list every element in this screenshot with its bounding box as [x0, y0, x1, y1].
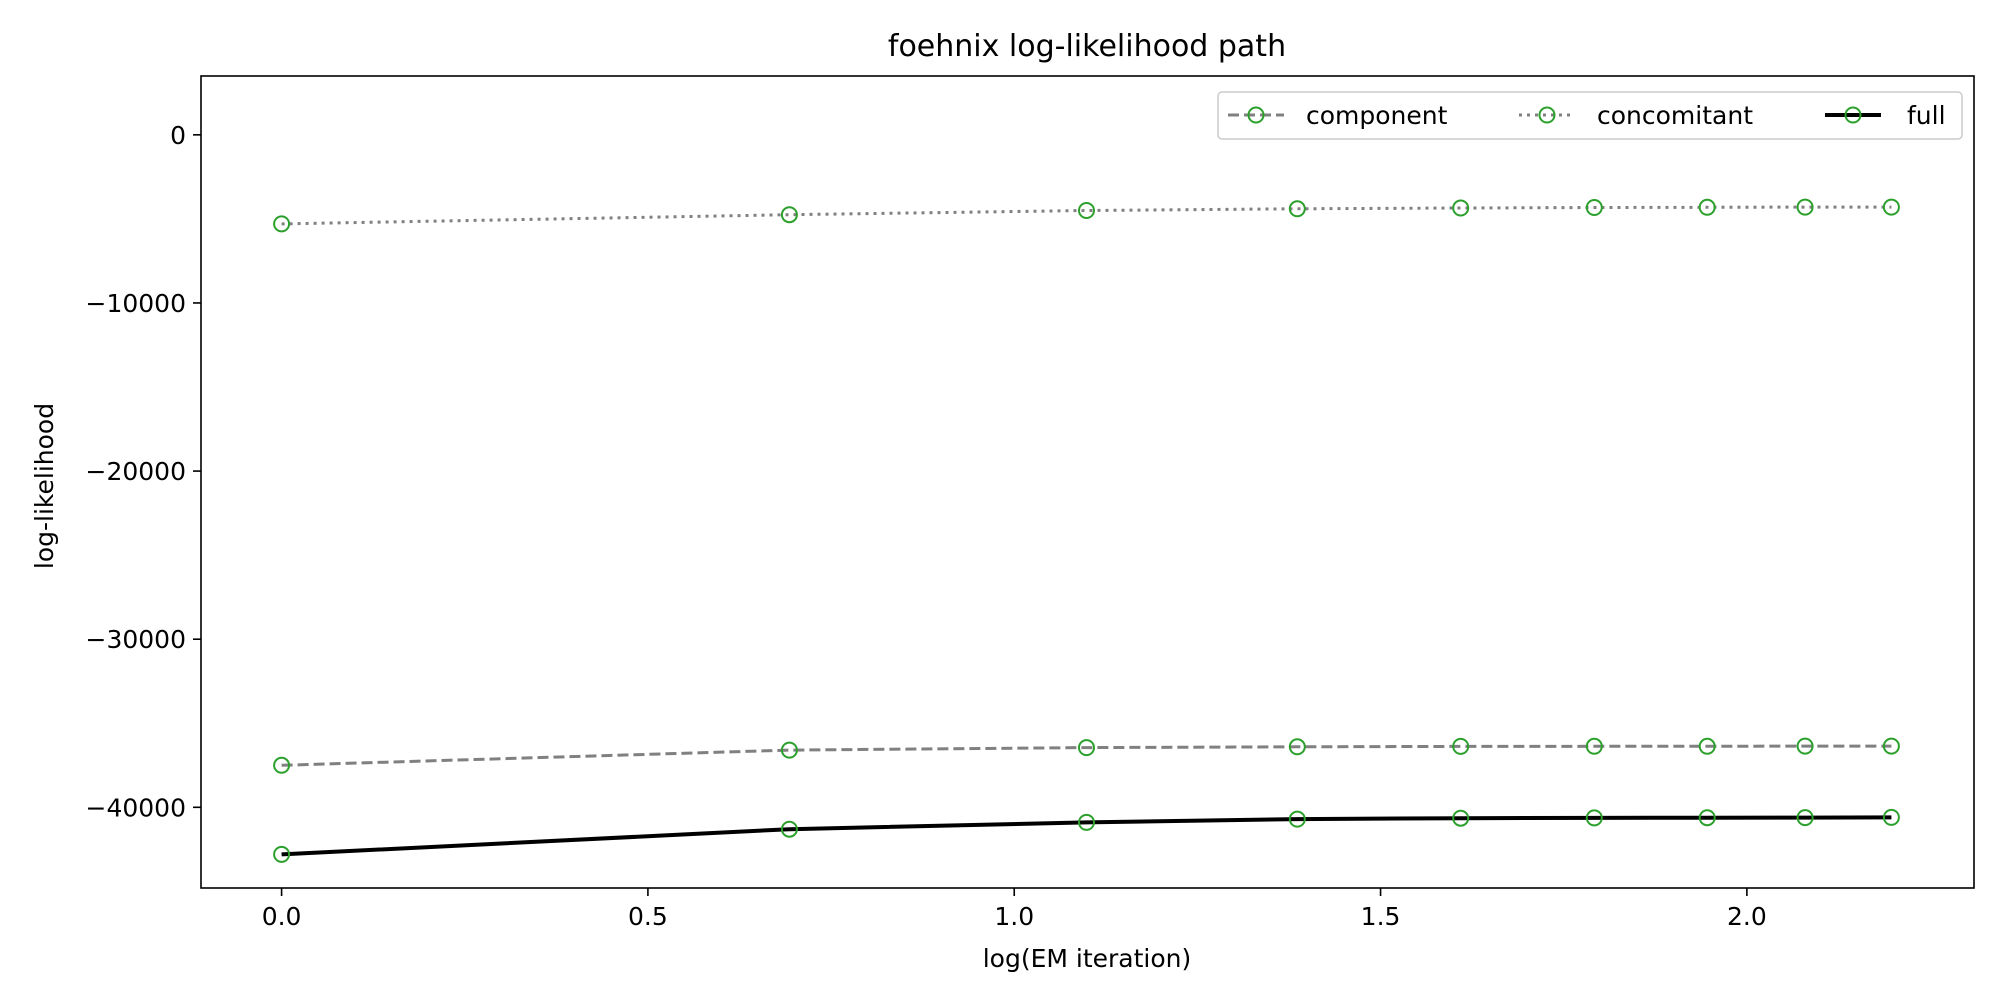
- y-tick-label: −20000: [86, 457, 186, 486]
- legend-box: [1217, 91, 1963, 140]
- data-point-concomitant-5: [1585, 199, 1603, 216]
- data-point-component-5: [1585, 737, 1603, 755]
- data-point-concomitant-4: [1452, 199, 1470, 217]
- data-point-full-5: [1585, 809, 1603, 827]
- legend-label-concomitant: concomitant: [1597, 101, 1753, 130]
- legend-marker-full: [1844, 106, 1862, 124]
- x-tick-label: 0.5: [628, 902, 668, 931]
- series-line-full: [281, 815, 1892, 857]
- chart-title: foehnix log-likelihood path: [888, 29, 1286, 64]
- series-line-concomitant: [281, 205, 1892, 226]
- x-tick-label: 1.0: [994, 902, 1034, 931]
- legend-label-full: full: [1907, 101, 1946, 130]
- legend-marker-component: [1247, 106, 1265, 124]
- y-axis-label: log-likelihood: [30, 403, 59, 569]
- data-point-concomitant-2: [1078, 202, 1095, 219]
- x-tick-label: 1.5: [1361, 902, 1401, 931]
- data-point-concomitant-6: [1698, 198, 1716, 216]
- data-point-component-4: [1452, 737, 1470, 755]
- data-point-component-7: [1796, 737, 1814, 755]
- data-point-component-0: [273, 756, 291, 774]
- data-point-concomitant-3: [1288, 200, 1306, 218]
- series-line-component: [281, 744, 1892, 767]
- data-point-full-6: [1698, 809, 1716, 827]
- data-point-concomitant-8: [1882, 198, 1900, 216]
- y-tick-label: 0: [170, 121, 186, 150]
- data-point-concomitant-1: [780, 206, 798, 224]
- x-axis-label: log(EM iteration): [983, 944, 1192, 973]
- y-tick-label: −40000: [86, 793, 186, 822]
- x-tick-label: 0.0: [262, 902, 302, 931]
- data-point-full-1: [780, 820, 798, 838]
- data-point-full-2: [1078, 813, 1095, 831]
- data-point-full-8: [1882, 808, 1900, 826]
- legend-marker-concomitant: [1538, 106, 1556, 124]
- plot-frame: [200, 75, 1975, 889]
- data-point-component-1: [780, 741, 798, 759]
- data-point-full-3: [1288, 810, 1306, 828]
- data-point-component-3: [1288, 738, 1306, 756]
- data-point-component-6: [1698, 737, 1716, 755]
- data-point-full-0: [273, 845, 291, 863]
- legend: component concomitant full: [1217, 91, 1963, 140]
- y-tick-label: −10000: [86, 289, 186, 318]
- legend-label-component: component: [1306, 101, 1448, 130]
- plot-area: 0.0 0.5 1.0 1.5 2.0 0 −10000 −20000 −30000 −40000…: [86, 75, 1975, 931]
- data-point-full-4: [1452, 809, 1470, 827]
- data-point-concomitant-0: [273, 215, 291, 233]
- data-point-full-7: [1796, 809, 1814, 827]
- y-tick-label: −30000: [86, 625, 186, 654]
- data-point-concomitant-7: [1796, 198, 1814, 216]
- data-point-component-8: [1882, 737, 1900, 755]
- data-point-component-2: [1078, 739, 1095, 757]
- x-tick-label: 2.0: [1727, 902, 1767, 931]
